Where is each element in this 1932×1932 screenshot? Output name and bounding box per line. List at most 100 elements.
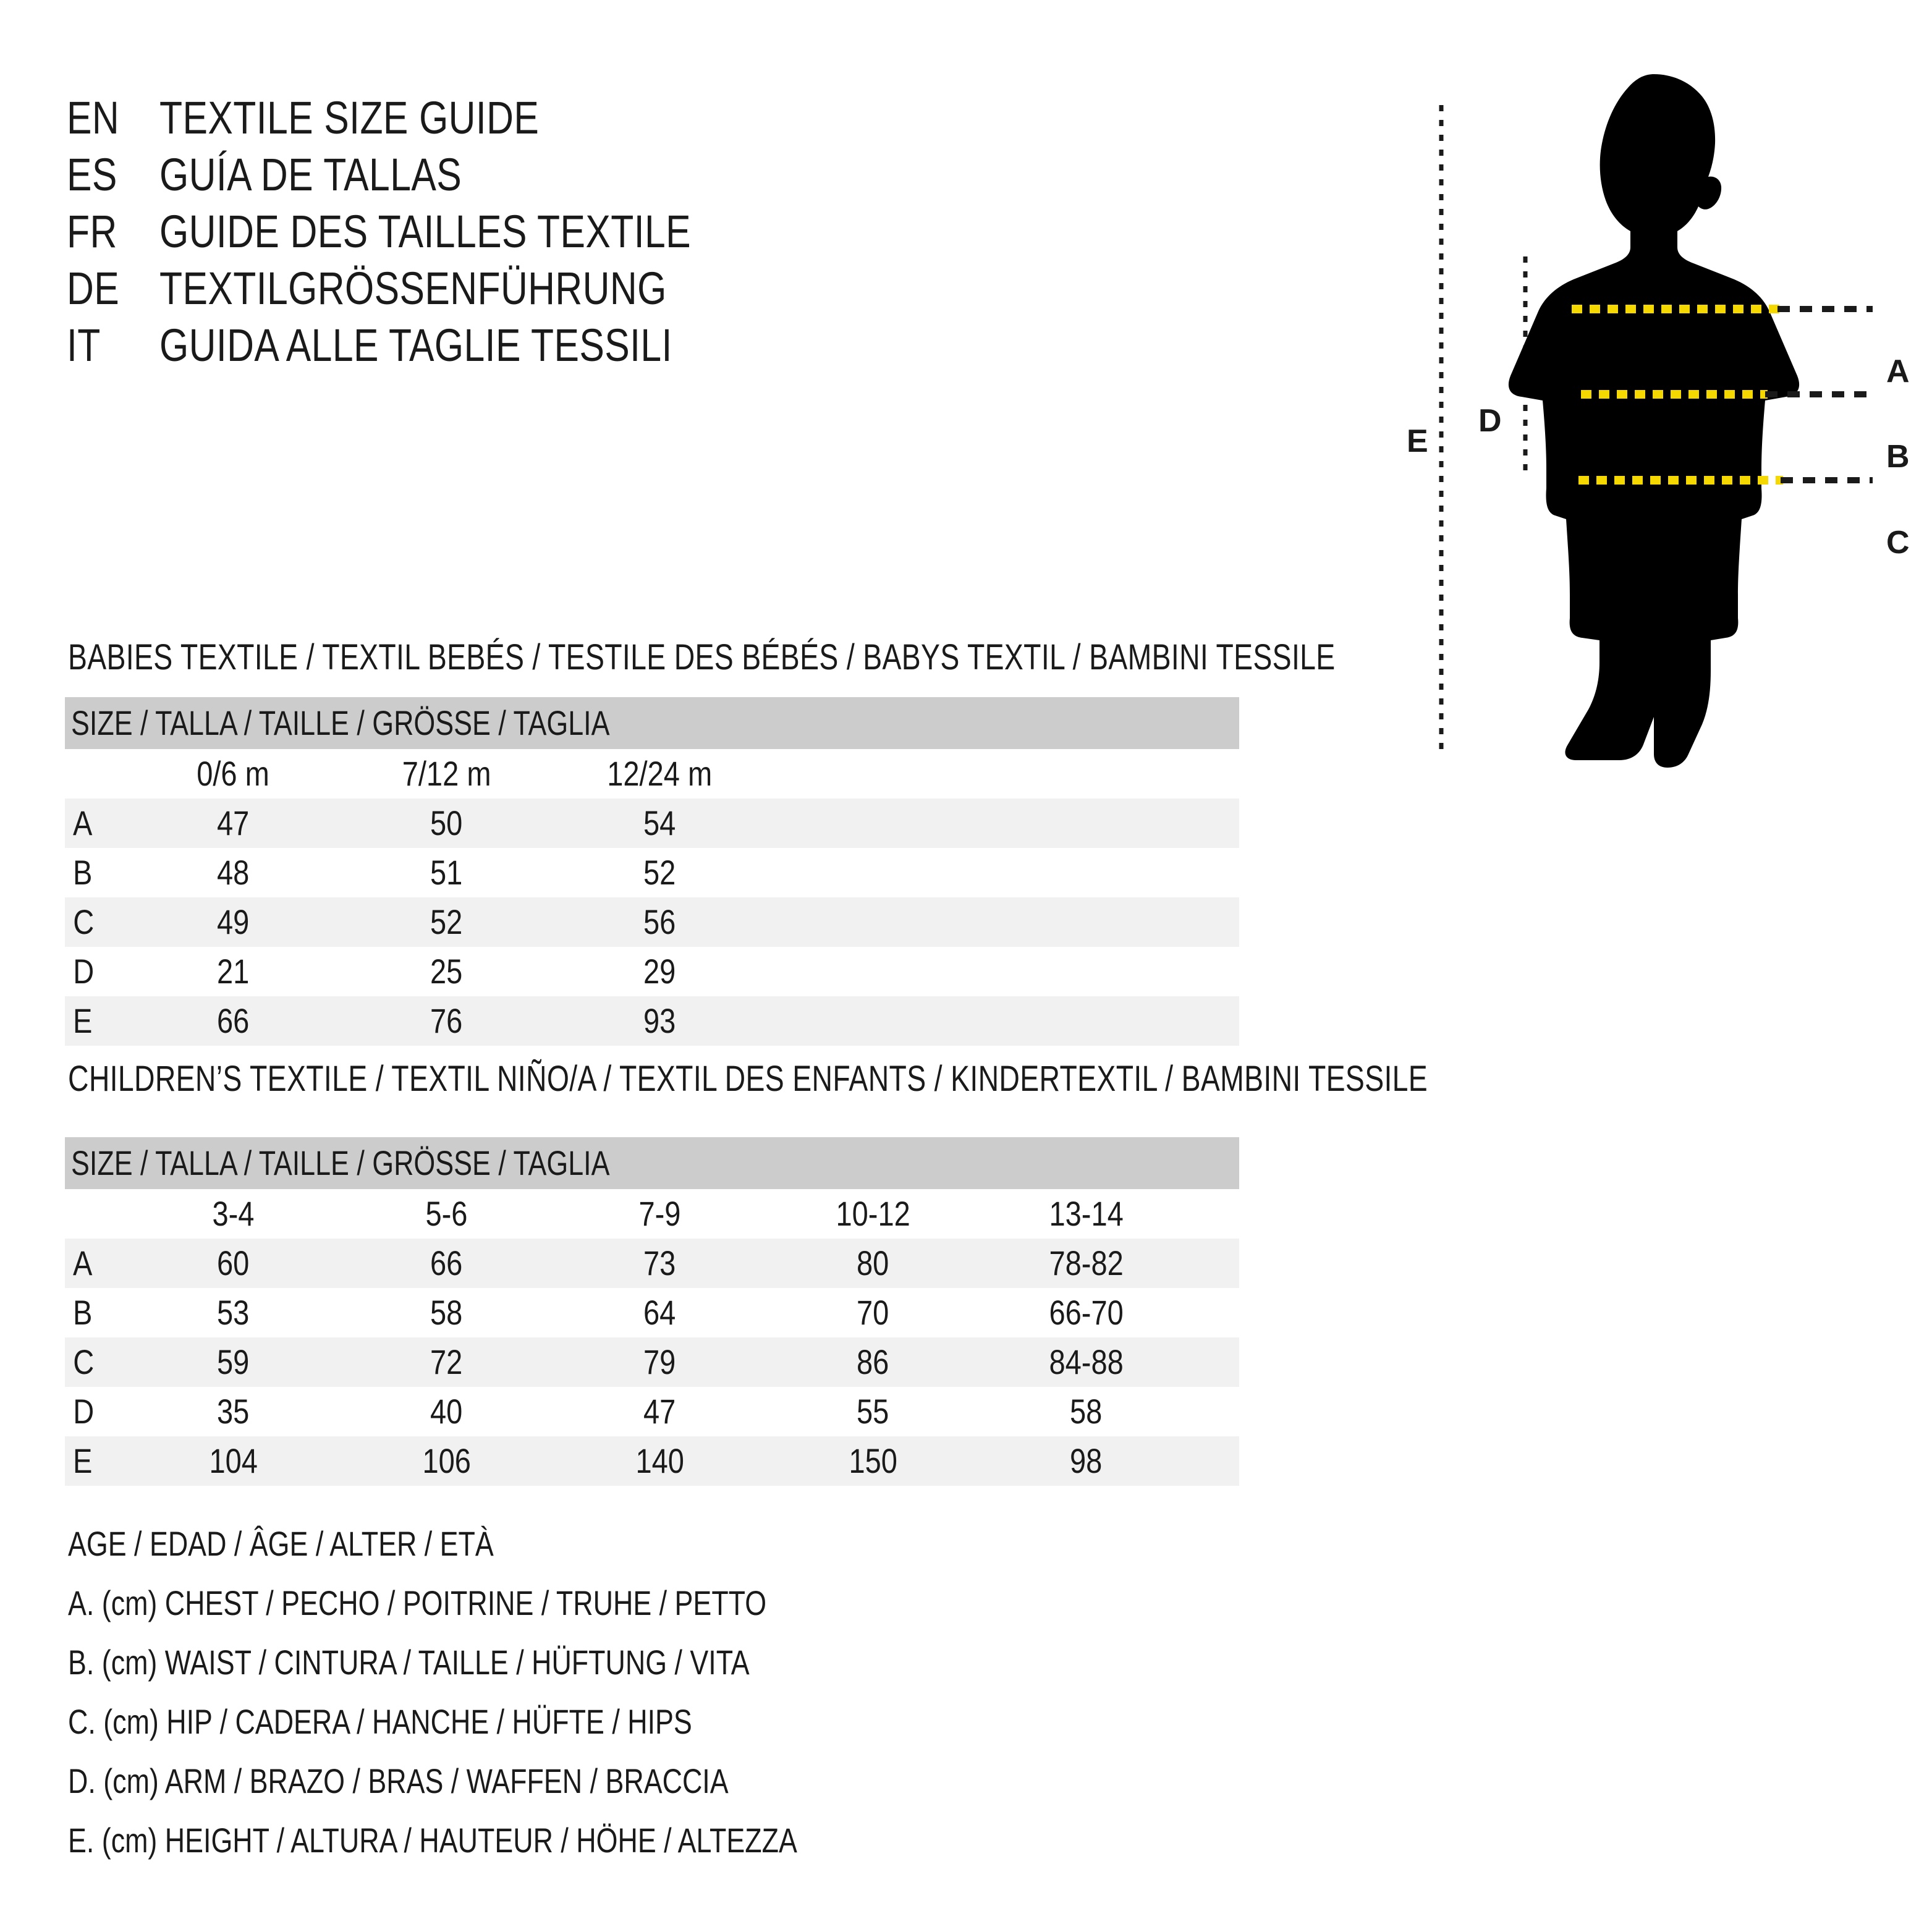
row-cell: 79 (643, 1342, 676, 1381)
table-row: D 21 25 29 (65, 947, 1239, 996)
row-cell: 53 (217, 1293, 250, 1332)
children-colhead-1: 5-6 (425, 1194, 468, 1233)
row-label: C (73, 902, 95, 941)
language-row-en: EN TEXTILE SIZE GUIDE (67, 90, 1241, 146)
guide-label-b: B (1886, 439, 1910, 475)
legend-line-age: AGE / EDAD / ÂGE / ALTER / ETÀ (68, 1523, 494, 1563)
babies-colhead-0: 0/6 m (197, 754, 270, 793)
babies-colhead-1: 7/12 m (402, 754, 491, 793)
guide-label-e: E (1407, 423, 1428, 459)
row-cell: 84-88 (1049, 1342, 1124, 1381)
row-cell: 47 (643, 1392, 676, 1431)
children-table-header-label: SIZE / TALLA / TAILLE / GRÖSSE / TAGLIA (71, 1143, 610, 1182)
language-title-en: TEXTILE SIZE GUIDE (159, 92, 540, 143)
guide-label-a: A (1886, 354, 1910, 389)
row-cell: 50 (430, 803, 463, 842)
row-cell: 55 (857, 1392, 889, 1431)
row-cell: 86 (857, 1342, 889, 1381)
table-row: C 59 72 79 86 84-88 (65, 1337, 1239, 1387)
row-cell: 106 (422, 1441, 471, 1480)
babies-section-title: BABIES TEXTILE / TEXTIL BEBÉS / TESTILE … (68, 637, 1336, 677)
guide-label-c: C (1886, 525, 1910, 561)
row-cell: 54 (643, 803, 676, 842)
babies-column-header-row: 0/6 m 7/12 m 12/24 m (65, 749, 1239, 799)
table-row: B 53 58 64 70 66-70 (65, 1288, 1239, 1337)
babies-table-header-label: SIZE / TALLA / TAILLE / GRÖSSE / TAGLIA (71, 703, 610, 742)
language-code-es: ES (67, 149, 117, 200)
table-row: E 104 106 140 150 98 (65, 1436, 1239, 1486)
row-label: B (72, 1293, 93, 1332)
row-cell: 25 (430, 952, 463, 991)
row-cell: 140 (635, 1441, 684, 1480)
row-cell: 70 (857, 1293, 889, 1332)
children-colhead-0: 3-4 (212, 1194, 255, 1233)
language-row-fr: FR GUIDE DES TAILLES TEXTILE (67, 203, 1241, 260)
row-cell: 150 (849, 1441, 897, 1480)
row-cell: 40 (430, 1392, 463, 1431)
row-cell: 98 (1070, 1441, 1103, 1480)
language-code-en: EN (67, 92, 120, 143)
language-title-it: GUIDA ALLE TAGLIE TESSILI (159, 320, 672, 371)
row-cell: 64 (643, 1293, 676, 1332)
row-cell: 66 (217, 1001, 250, 1040)
language-row-de: DE TEXTILGRÖSSENFÜHRUNG (67, 260, 1241, 317)
child-silhouette (1508, 74, 1800, 768)
row-cell: 48 (217, 853, 250, 892)
table-row: C 49 52 56 (65, 897, 1239, 947)
row-cell: 58 (1070, 1392, 1103, 1431)
row-cell: 73 (643, 1244, 676, 1282)
row-cell: 56 (643, 902, 676, 941)
legend-line-e-height: E. (cm) HEIGHT / ALTURA / HAUTEUR / HÖHE… (68, 1820, 797, 1860)
language-header-block: EN TEXTILE SIZE GUIDE ES GUÍA DE TALLAS FR… (67, 90, 1241, 374)
row-cell: 60 (217, 1244, 250, 1282)
children-table-header-bar: SIZE / TALLA / TAILLE / GRÖSSE / TAGLIA (65, 1137, 1239, 1189)
table-row: A 47 50 54 (65, 799, 1239, 848)
children-colhead-4: 13-14 (1049, 1194, 1124, 1233)
row-cell: 51 (430, 853, 463, 892)
row-cell: 76 (430, 1001, 463, 1040)
row-cell: 47 (217, 803, 250, 842)
children-colhead-3: 10-12 (836, 1194, 910, 1233)
row-cell: 78-82 (1049, 1244, 1124, 1282)
row-label: C (73, 1342, 95, 1381)
row-cell: 59 (217, 1342, 250, 1381)
table-row: D 35 40 47 55 58 (65, 1387, 1239, 1436)
row-cell: 72 (430, 1342, 463, 1381)
language-code-de: DE (67, 263, 120, 314)
children-column-header-row: 3-4 5-6 7-9 10-12 13-14 (65, 1189, 1239, 1239)
row-label: A (72, 1244, 93, 1282)
language-code-it: IT (67, 320, 101, 371)
row-cell: 29 (643, 952, 676, 991)
row-cell: 66-70 (1049, 1293, 1124, 1332)
language-row-it: IT GUIDA ALLE TAGLIE TESSILI (67, 317, 1241, 374)
row-cell: 80 (857, 1244, 889, 1282)
row-cell: 58 (430, 1293, 463, 1332)
language-row-es: ES GUÍA DE TALLAS (67, 146, 1241, 203)
language-title-fr: GUIDE DES TAILLES TEXTILE (159, 206, 692, 257)
row-label: D (73, 1392, 95, 1431)
language-title-de: TEXTILGRÖSSENFÜHRUNG (159, 263, 667, 314)
table-row: A 60 66 73 80 78-82 (65, 1239, 1239, 1288)
row-cell: 35 (217, 1392, 250, 1431)
child-silhouette-diagram (1439, 74, 1873, 768)
legend-line-b-waist: B. (cm) WAIST / CINTURA / TAILLE / HÜFTU… (68, 1642, 750, 1682)
legend-line-a-chest: A. (cm) CHEST / PECHO / POITRINE / TRUHE… (68, 1583, 767, 1622)
legend-line-d-arm: D. (cm) ARM / BRAZO / BRAS / WAFFEN / BR… (68, 1761, 729, 1800)
row-cell: 104 (209, 1441, 258, 1480)
row-label: A (72, 803, 93, 842)
children-section-title: CHILDREN’S TEXTILE / TEXTIL NIÑO/A / TEX… (68, 1059, 1428, 1099)
measurement-figure-panel: E D A B C (1384, 62, 1932, 791)
row-cell: 52 (643, 853, 676, 892)
children-size-table: SIZE / TALLA / TAILLE / GRÖSSE / TAGLIA … (65, 1137, 1239, 1486)
measurement-legend: AGE / EDAD / ÂGE / ALTER / ETÀ A. (cm) C… (68, 1514, 1242, 1870)
row-label: D (73, 952, 95, 991)
babies-colhead-2: 12/24 m (607, 754, 713, 793)
babies-size-table: SIZE / TALLA / TAILLE / GRÖSSE / TAGLIA … (65, 697, 1239, 1046)
table-row: B 48 51 52 (65, 848, 1239, 897)
row-cell: 93 (643, 1001, 676, 1040)
guide-label-d: D (1478, 403, 1502, 439)
row-cell: 49 (217, 902, 250, 941)
row-label: B (72, 853, 93, 892)
table-row: E 66 76 93 (65, 996, 1239, 1046)
